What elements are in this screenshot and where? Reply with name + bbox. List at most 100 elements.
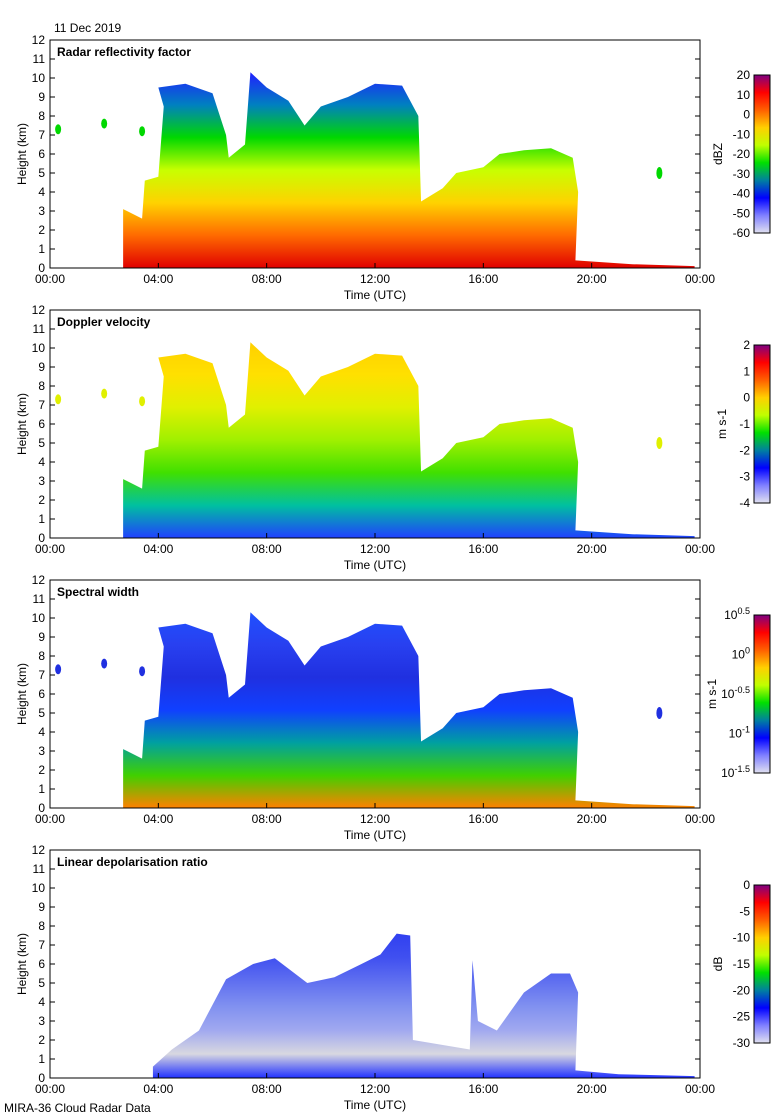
cloud-patch [55,664,62,675]
x-tick-label: 16:00 [468,542,498,556]
colorbar-tick-label: -5 [739,904,750,918]
y-tick-label: 8 [38,649,45,663]
y-tick-label: 7 [38,398,45,412]
colorbar-tick-label: -20 [733,147,751,161]
colorbar-tick-label: -20 [733,983,751,997]
x-tick-label: 12:00 [360,272,390,286]
y-tick-label: 3 [38,744,45,758]
colorbar [753,614,771,774]
colorbar-tick-label: 10-1.5 [721,764,750,780]
colorbar-tick-label: -10 [733,931,751,945]
cloud-patch [55,124,62,135]
y-tick-label: 0 [38,531,45,545]
colorbar-tick-label: -3 [739,470,750,484]
y-tick-label: 10 [32,881,46,895]
y-tick-label: 1 [38,782,45,796]
x-tick-label: 08:00 [252,542,282,556]
colorbar-tick-label: 100 [732,646,750,662]
colorbar-tick-label: 10 [737,88,751,102]
colorbar-tick-label: -1 [739,417,750,431]
x-tick-label: 20:00 [577,542,607,556]
footer-label: MIRA-36 Cloud Radar Data [4,1101,151,1115]
x-tick-label: 16:00 [468,1082,498,1096]
y-tick-label: 1 [38,512,45,526]
y-tick-label: 10 [32,611,46,625]
colorbar-tick-label: -2 [739,443,750,457]
y-tick-label: 8 [38,919,45,933]
x-tick-label: 00:00 [685,1082,715,1096]
panel-title: Spectral width [57,585,139,599]
colorbar-label: m s-1 [705,679,719,709]
colorbar-tick-label: -30 [733,1036,751,1050]
x-tick-label: 00:00 [35,272,65,286]
colorbar-tick-label: -10 [733,127,751,141]
y-tick-label: 11 [33,862,46,876]
y-tick-label: 0 [38,261,45,275]
x-axis-label: Time (UTC) [344,288,406,302]
colorbar-tick-label: 1 [743,364,750,378]
y-tick-label: 10 [32,341,46,355]
cloud-patch [101,118,108,129]
y-axis-label: Height (km) [15,393,29,455]
y-tick-label: 6 [38,147,45,161]
colorbar-label: dB [711,957,725,972]
y-tick-label: 12 [32,843,46,857]
y-tick-label: 8 [38,379,45,393]
x-tick-label: 20:00 [577,272,607,286]
x-tick-label: 04:00 [143,272,173,286]
y-tick-label: 3 [38,474,45,488]
cloud-patch [656,167,663,179]
y-tick-label: 5 [38,706,45,720]
cloud-patch [656,707,663,719]
x-tick-label: 16:00 [468,812,498,826]
y-tick-label: 3 [38,1014,45,1028]
colorbar-tick-label: -30 [733,167,751,181]
y-tick-label: 0 [38,1071,45,1085]
x-tick-label: 00:00 [35,542,65,556]
y-tick-label: 2 [38,493,45,507]
colorbar-tick-label: -15 [733,957,751,971]
y-tick-label: 1 [38,1052,45,1066]
y-tick-label: 12 [32,573,46,587]
y-axis-label: Height (km) [15,663,29,725]
y-tick-label: 5 [38,436,45,450]
x-tick-label: 20:00 [577,1082,607,1096]
panel-title: Linear depolarisation ratio [57,855,208,869]
colorbar-tick-label: 0 [743,391,750,405]
y-tick-label: 4 [38,995,45,1009]
y-tick-label: 4 [38,185,45,199]
y-tick-label: 2 [38,223,45,237]
y-tick-label: 0 [38,801,45,815]
x-tick-label: 08:00 [252,1082,282,1096]
cloud-patch [101,388,108,399]
y-tick-label: 3 [38,204,45,218]
y-tick-label: 1 [38,242,45,256]
y-tick-label: 9 [38,630,45,644]
panel-3: Linear depolarisation ratio0123456789101… [15,843,771,1112]
x-tick-label: 16:00 [468,272,498,286]
cloud-patch [656,437,663,449]
x-tick-label: 12:00 [360,542,390,556]
colorbar-tick-label: -25 [733,1010,751,1024]
y-tick-label: 6 [38,957,45,971]
x-tick-label: 04:00 [143,812,173,826]
colorbar-tick-label: 0 [743,108,750,122]
x-tick-label: 08:00 [252,272,282,286]
x-tick-label: 00:00 [685,812,715,826]
cloud-data-field [123,612,695,808]
x-tick-label: 00:00 [685,542,715,556]
colorbar-tick-label: 2 [743,338,750,352]
cloud-patch [139,396,146,407]
y-tick-label: 9 [38,90,45,104]
y-tick-label: 12 [32,303,46,317]
colorbar-label: dBZ [711,143,725,165]
colorbar-tick-label: 10-1 [729,725,750,741]
colorbar-tick-label: 100.5 [724,606,750,622]
x-tick-label: 12:00 [360,1082,390,1096]
colorbar-tick-label: -4 [739,496,750,510]
cloud-patch [139,666,146,677]
x-axis-label: Time (UTC) [344,558,406,572]
colorbar-tick-label: 20 [737,68,751,82]
